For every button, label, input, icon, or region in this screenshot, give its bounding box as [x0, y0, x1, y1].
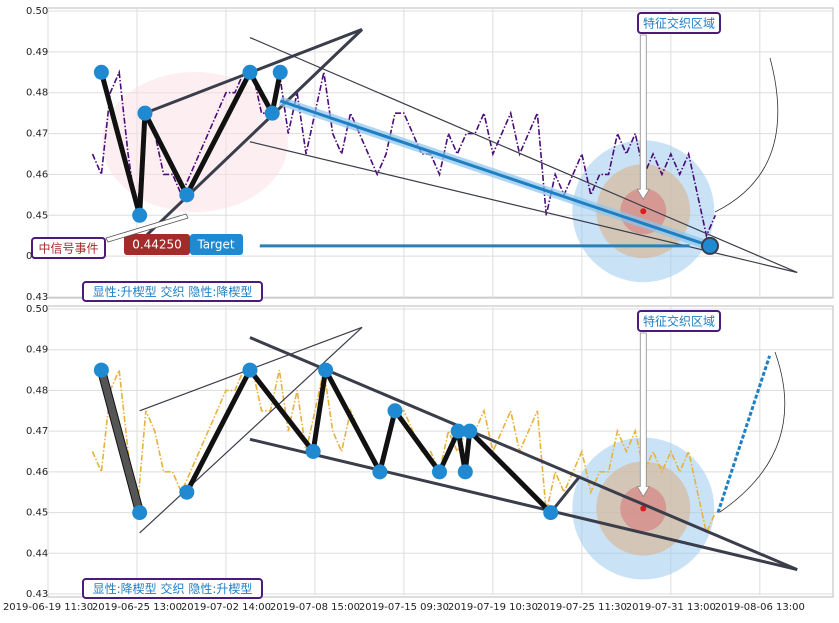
zone-center — [640, 208, 647, 215]
zone-label-box — [637, 310, 721, 332]
target-point — [700, 236, 719, 255]
pivot-point — [372, 464, 388, 480]
trend-line — [249, 37, 798, 274]
trend-line — [549, 474, 582, 514]
y-tick-label: 0.44 — [26, 548, 48, 559]
y-tick-label: 0.49 — [26, 345, 48, 356]
zone-label: 特征交织区域 — [643, 16, 715, 31]
y-tick-label: 0.43 — [26, 589, 48, 600]
y-tick-label: 0.47 — [26, 426, 48, 437]
pivot-point — [457, 464, 473, 480]
pivot-point — [93, 64, 109, 80]
pivot-point — [318, 362, 334, 378]
price-line — [91, 69, 717, 239]
curve-arrow — [719, 351, 786, 513]
trend-line — [139, 326, 363, 534]
x-tick-label: 2019-06-25 13:00 — [92, 602, 182, 613]
pivot-point — [264, 105, 280, 121]
x-tick-label: 2019-07-15 09:30 — [359, 602, 449, 613]
pivot-point — [462, 423, 478, 439]
pivot-point — [272, 64, 288, 80]
bottom-frame — [47, 305, 834, 598]
y-tick-label: 0.50 — [26, 6, 48, 17]
y-tick-label: 0.46 — [26, 467, 48, 478]
y-tick-label: 0.45 — [26, 508, 48, 519]
trend-line — [249, 437, 798, 572]
x-tick-label: 2019-07-02 14:00 — [181, 602, 271, 613]
pivot-point — [132, 505, 148, 521]
y-tick-label: 0.48 — [26, 88, 48, 99]
pivot-point — [387, 403, 403, 419]
zone-arrow — [636, 34, 650, 200]
target-label: Target — [196, 238, 234, 252]
zone-label-box — [637, 12, 721, 34]
trend-line — [138, 28, 364, 243]
y-tick-label: 0.45 — [26, 210, 48, 221]
zone-arrow — [636, 332, 650, 498]
pivot-point — [137, 105, 153, 121]
price-line — [91, 367, 717, 536]
zone-label: 特征交织区域 — [643, 314, 715, 329]
pattern-label-box — [82, 281, 263, 302]
x-tick-label: 2019-08-06 13:00 — [715, 602, 805, 613]
pattern-label-box — [82, 578, 263, 599]
zone-center — [640, 505, 647, 512]
pivot-point — [179, 484, 195, 500]
trend-line — [249, 336, 798, 571]
event-arrow — [105, 213, 189, 243]
target-value-label: 0.44250 — [132, 238, 182, 252]
y-tick-label: 0.50 — [26, 304, 48, 315]
pivot-point — [450, 423, 466, 439]
pattern-label: 显性:降楔型 交织 隐性:升楔型 — [93, 581, 253, 596]
x-tick-label: 2019-07-19 10:30 — [448, 602, 538, 613]
y-tick-label: 0.46 — [26, 169, 48, 180]
pivot-point — [132, 207, 148, 223]
event-label-box — [31, 237, 106, 259]
trend-line — [279, 99, 711, 248]
y-tick-label: 0.43 — [26, 292, 48, 303]
pivot-point — [93, 362, 109, 378]
trend-line — [716, 355, 772, 514]
trend-line — [98, 369, 144, 514]
pivot-point — [242, 64, 258, 80]
curve-arrow — [714, 57, 779, 213]
x-tick-label: 2019-06-19 11:30 — [3, 602, 93, 613]
pattern-label: 显性:升楔型 交织 隐性:降楔型 — [93, 284, 253, 299]
y-tick-label: 0.47 — [26, 129, 48, 140]
event-label: 中信号事件 — [38, 241, 98, 256]
y-tick-label: 0.49 — [26, 47, 48, 58]
pivot-point — [305, 444, 321, 459]
y-tick-label: 0.48 — [26, 385, 48, 396]
pivot-point — [543, 505, 559, 521]
x-tick-label: 2019-07-08 15:00 — [270, 602, 360, 613]
x-tick-label: 2019-07-25 11:30 — [537, 602, 627, 613]
x-tick-label: 2019-07-31 13:00 — [626, 602, 716, 613]
target-box — [190, 234, 243, 255]
pivot-point — [242, 362, 258, 378]
pivot-point — [179, 187, 195, 203]
target-value-box — [124, 234, 190, 255]
pivot-point — [432, 464, 447, 480]
